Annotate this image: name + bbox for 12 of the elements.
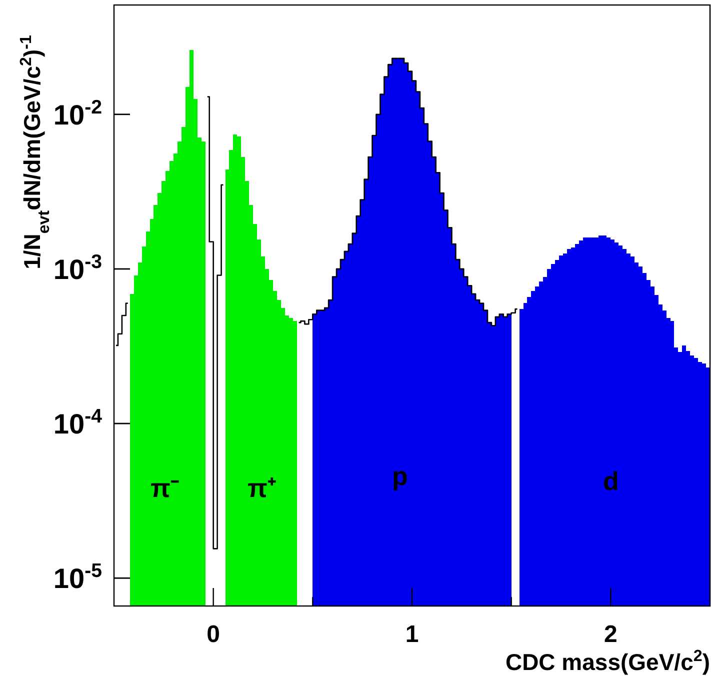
y-tick-label: 10$^{-3}$	[53, 250, 102, 285]
y-tick-label: 10$^{-2}$	[53, 96, 102, 130]
x-tick-label: 1	[405, 621, 419, 648]
x-tick-label: 0	[206, 621, 220, 648]
y-tick-label: 10$^{-4}$	[53, 406, 102, 440]
x-tick-label: 2	[604, 621, 618, 648]
annotation: π⁺	[248, 472, 276, 503]
annotation: π⁻	[150, 472, 180, 503]
x-axis-title: CDC mass(GeV/c$^{2}$)	[505, 647, 710, 675]
annotation: d	[603, 466, 619, 496]
y-tick-label: 10$^{-5}$	[53, 560, 102, 594]
annotation: p	[392, 460, 408, 491]
